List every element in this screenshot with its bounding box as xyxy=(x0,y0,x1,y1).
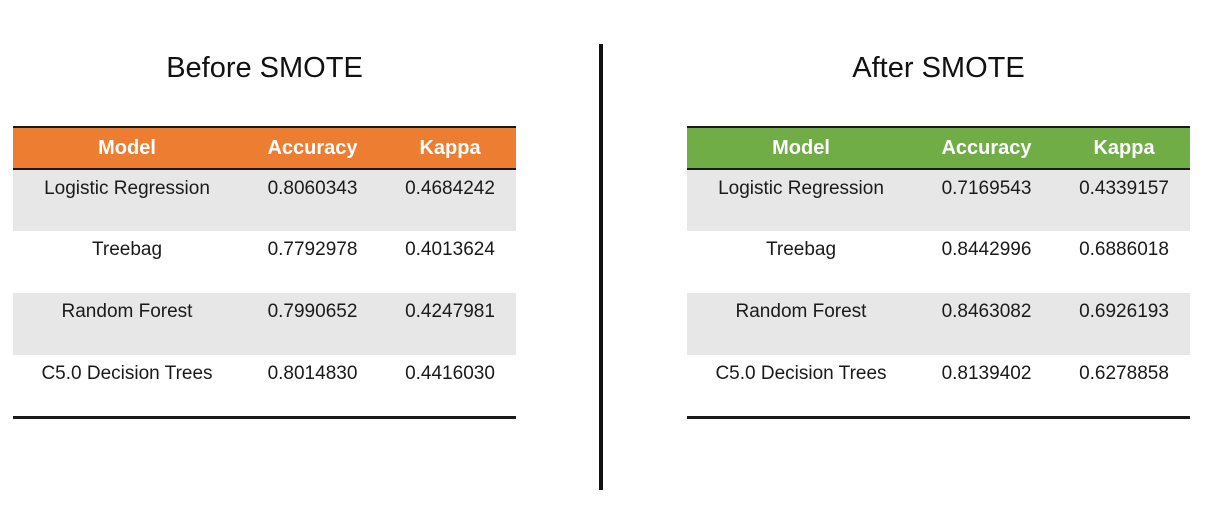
before-smote-table: Model Accuracy Kappa Logistic Regression… xyxy=(13,126,516,419)
kappa-cell: 0.6886018 xyxy=(1079,239,1169,260)
accuracy-cell: 0.7990652 xyxy=(241,293,384,355)
column-header-kappa: Kappa xyxy=(384,126,516,170)
table-row: Random Forest 0.8463082 0.6926193 xyxy=(687,293,1190,355)
table-header-row: Model Accuracy Kappa xyxy=(687,126,1190,170)
model-cell: Treebag xyxy=(91,239,163,260)
model-cell: C5.0 Decision Trees xyxy=(13,355,241,419)
after-smote-title: After SMOTE xyxy=(852,52,1025,84)
table-row: Treebag 0.8442996 0.6886018 xyxy=(687,231,1190,293)
column-header-model: Model xyxy=(13,126,241,170)
after-smote-table: Model Accuracy Kappa Logistic Regression… xyxy=(687,126,1190,419)
before-smote-title: Before SMOTE xyxy=(166,52,363,84)
model-cell: C5.0 Decision Trees xyxy=(687,355,915,419)
kappa-cell: 0.6926193 xyxy=(1058,293,1190,355)
accuracy-cell: 0.8442996 xyxy=(941,239,1032,260)
column-header-kappa: Kappa xyxy=(1058,126,1190,170)
kappa-cell: 0.4339157 xyxy=(1058,169,1190,231)
accuracy-cell: 0.7792978 xyxy=(267,239,358,260)
kappa-cell: 0.4247981 xyxy=(384,293,516,355)
accuracy-cell: 0.8014830 xyxy=(241,355,384,419)
table-row: C5.0 Decision Trees 0.8014830 0.4416030 xyxy=(13,355,516,419)
vertical-divider xyxy=(599,44,603,490)
accuracy-cell: 0.8463082 xyxy=(915,293,1058,355)
model-cell: Treebag xyxy=(765,239,837,260)
column-header-accuracy: Accuracy xyxy=(241,126,384,170)
table-row: Logistic Regression 0.8060343 0.4684242 xyxy=(13,169,516,231)
model-cell: Random Forest xyxy=(687,293,915,355)
kappa-cell: 0.4684242 xyxy=(384,169,516,231)
table-row: Random Forest 0.7990652 0.4247981 xyxy=(13,293,516,355)
model-cell: Logistic Regression xyxy=(687,169,915,231)
kappa-cell: 0.4013624 xyxy=(405,239,495,260)
table-row: C5.0 Decision Trees 0.8139402 0.6278858 xyxy=(687,355,1190,419)
model-cell: Logistic Regression xyxy=(13,169,241,231)
table-row: Treebag 0.7792978 0.4013624 xyxy=(13,231,516,293)
accuracy-cell: 0.8060343 xyxy=(241,169,384,231)
accuracy-cell: 0.7169543 xyxy=(915,169,1058,231)
kappa-cell: 0.4416030 xyxy=(384,355,516,419)
accuracy-cell: 0.8139402 xyxy=(915,355,1058,419)
model-cell: Random Forest xyxy=(13,293,241,355)
column-header-accuracy: Accuracy xyxy=(915,126,1058,170)
column-header-model: Model xyxy=(687,126,915,170)
table-header-row: Model Accuracy Kappa xyxy=(13,126,516,170)
kappa-cell: 0.6278858 xyxy=(1058,355,1190,419)
table-row: Logistic Regression 0.7169543 0.4339157 xyxy=(687,169,1190,231)
